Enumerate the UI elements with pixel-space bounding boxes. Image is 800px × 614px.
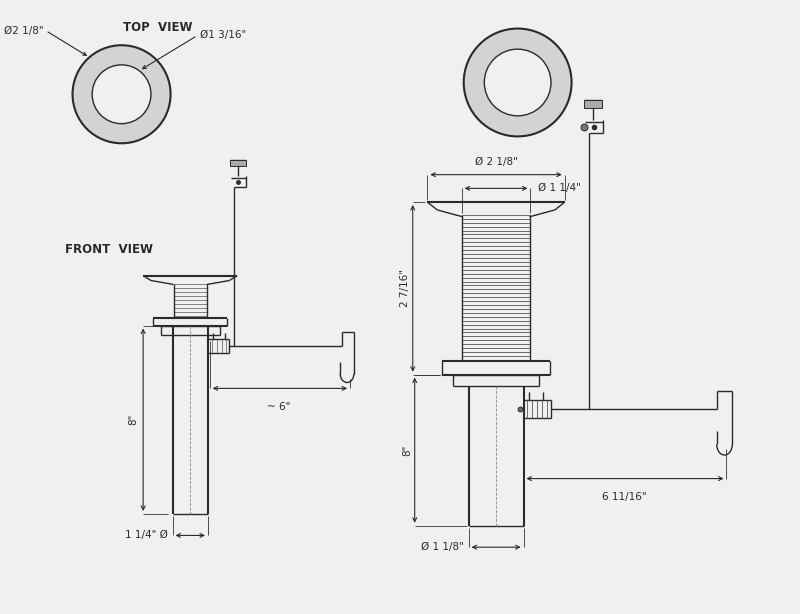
Text: 1 1/4" Ø: 1 1/4" Ø — [125, 530, 168, 540]
Text: 6 11/16": 6 11/16" — [602, 492, 647, 502]
Text: Ø2 1/8": Ø2 1/8" — [4, 26, 44, 36]
Text: 8": 8" — [402, 445, 412, 456]
Text: 8": 8" — [128, 414, 138, 426]
Polygon shape — [73, 45, 170, 143]
Text: TOP  VIEW: TOP VIEW — [123, 21, 193, 34]
Bar — [584, 100, 602, 108]
Text: Ø 1 1/8": Ø 1 1/8" — [421, 542, 464, 552]
Text: Ø1 3/16": Ø1 3/16" — [199, 31, 246, 41]
Text: FRONT  VIEW: FRONT VIEW — [65, 243, 153, 255]
Polygon shape — [464, 29, 571, 136]
Text: Ø 2 1/8": Ø 2 1/8" — [474, 157, 518, 167]
Text: ~ 6": ~ 6" — [266, 402, 290, 412]
Text: Ø 1 1/4": Ø 1 1/4" — [538, 184, 581, 193]
Bar — [230, 160, 246, 166]
Text: 2 7/16": 2 7/16" — [400, 270, 410, 308]
